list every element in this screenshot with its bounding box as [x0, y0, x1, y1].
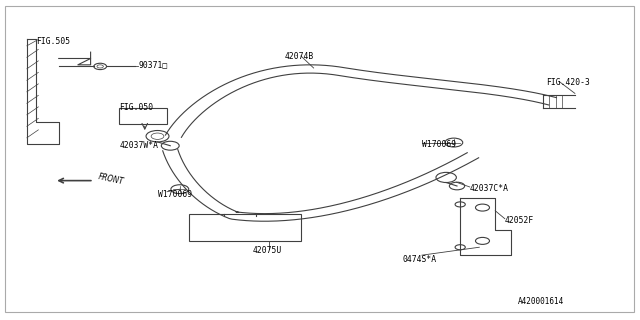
Text: 42052F: 42052F — [505, 216, 534, 225]
Text: 42037C*A: 42037C*A — [470, 184, 509, 193]
Text: FIG.505: FIG.505 — [36, 36, 70, 45]
Text: 42075U: 42075U — [253, 246, 282, 255]
Text: FIG.420-3: FIG.420-3 — [546, 78, 590, 87]
Text: 0474S*A: 0474S*A — [403, 255, 437, 264]
Text: A420001614: A420001614 — [518, 297, 564, 306]
Text: 42074B: 42074B — [285, 52, 314, 61]
Text: FRONT: FRONT — [97, 172, 124, 186]
Text: W170069: W170069 — [422, 140, 456, 148]
Text: W170069: W170069 — [157, 190, 191, 199]
Text: FIG.050: FIG.050 — [119, 103, 154, 112]
Text: 42037W*A: 42037W*A — [119, 141, 158, 150]
Text: 90371□: 90371□ — [138, 60, 168, 69]
